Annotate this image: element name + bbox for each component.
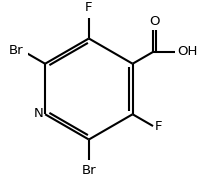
Text: F: F bbox=[85, 1, 93, 14]
Text: O: O bbox=[150, 15, 160, 28]
Text: N: N bbox=[33, 107, 43, 120]
Text: Br: Br bbox=[9, 44, 23, 57]
Text: OH: OH bbox=[177, 45, 197, 58]
Text: Br: Br bbox=[82, 164, 96, 177]
Text: F: F bbox=[155, 120, 162, 133]
